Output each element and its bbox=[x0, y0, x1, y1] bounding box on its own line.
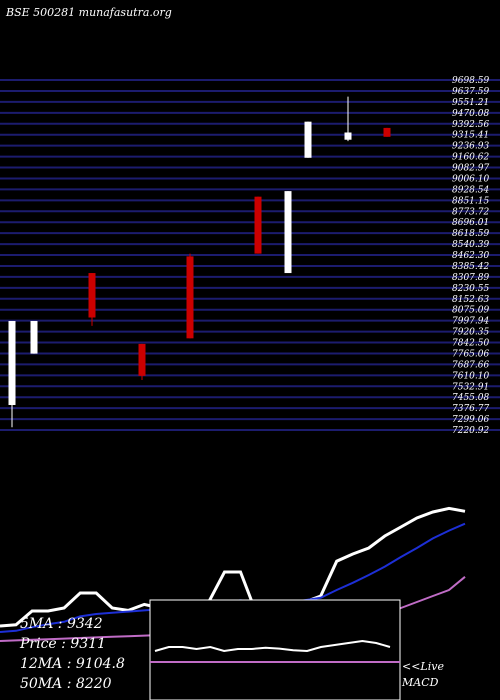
y-tick-label: 9160.62 bbox=[452, 153, 489, 163]
price-gridlines bbox=[0, 79, 500, 431]
y-tick-label: 9315.41 bbox=[452, 131, 489, 141]
candle-body bbox=[284, 191, 292, 274]
y-tick-label: 7455.08 bbox=[452, 393, 489, 403]
candle-body bbox=[30, 320, 38, 354]
macd-panel-frame bbox=[149, 599, 401, 700]
y-tick-label: 7687.66 bbox=[452, 360, 489, 370]
y-tick-label: 8696.01 bbox=[452, 218, 489, 228]
price-axis-labels: 9698.599637.599551.219470.089392.569315.… bbox=[452, 76, 489, 436]
y-tick-label: 7920.35 bbox=[452, 328, 489, 338]
y-tick-label: 9006.10 bbox=[452, 174, 489, 184]
macd-series bbox=[150, 639, 400, 663]
macd-live-label: <<Live bbox=[402, 660, 444, 673]
y-tick-label: 7376.77 bbox=[452, 404, 489, 414]
y-tick-label: 8152.63 bbox=[452, 295, 489, 305]
y-tick-label: 7220.92 bbox=[452, 426, 489, 436]
y-tick-label: 9637.59 bbox=[452, 87, 489, 97]
y-tick-label: 9551.21 bbox=[452, 98, 489, 108]
y-tick-label: 8618.59 bbox=[452, 229, 489, 239]
candle-body bbox=[383, 127, 391, 137]
candle-body bbox=[304, 121, 312, 158]
y-tick-label: 8540.39 bbox=[452, 240, 489, 250]
macd-label: MACD bbox=[402, 676, 439, 689]
candle-body bbox=[138, 343, 146, 376]
chart-title: BSE 500281 munafasutra.org bbox=[6, 6, 172, 19]
y-tick-label: 8385.42 bbox=[452, 262, 489, 272]
y-tick-label: 9082.97 bbox=[452, 164, 489, 174]
legend-50ma: 50MA : 8220 bbox=[20, 676, 112, 692]
candle-body bbox=[254, 196, 262, 254]
y-tick-label: 7765.06 bbox=[452, 349, 489, 359]
y-tick-label: 7997.94 bbox=[452, 317, 489, 327]
y-tick-label: 8773.72 bbox=[452, 207, 489, 217]
candle-body bbox=[8, 320, 16, 405]
y-tick-label: 8075.09 bbox=[452, 306, 489, 316]
macd-line bbox=[154, 639, 391, 653]
y-tick-label: 8307.89 bbox=[452, 273, 489, 283]
y-tick-label: 9392.56 bbox=[452, 120, 489, 130]
y-tick-label: 9470.08 bbox=[452, 109, 489, 119]
y-tick-label: 8230.55 bbox=[452, 284, 489, 294]
legend-price: Price : 9311 bbox=[20, 636, 106, 652]
y-tick-label: 7842.50 bbox=[452, 339, 489, 349]
legend-12ma: 12MA : 9104.8 bbox=[20, 656, 125, 672]
y-tick-label: 7610.10 bbox=[452, 371, 489, 381]
candlestick-series bbox=[8, 96, 391, 428]
y-tick-label: 7532.91 bbox=[452, 382, 489, 392]
y-tick-label: 8928.54 bbox=[452, 185, 489, 195]
y-tick-label: 8851.15 bbox=[452, 196, 489, 206]
y-tick-label: 8462.30 bbox=[452, 251, 489, 261]
candle-body bbox=[88, 273, 96, 318]
legend-5ma: 5MA : 9342 bbox=[20, 616, 103, 632]
y-tick-label: 9236.93 bbox=[452, 142, 489, 152]
indicator-line-price bbox=[0, 506, 466, 628]
candle-body bbox=[344, 132, 352, 140]
y-tick-label: 7299.06 bbox=[452, 415, 489, 425]
y-tick-label: 9698.59 bbox=[452, 76, 489, 86]
candle-body bbox=[186, 256, 194, 339]
